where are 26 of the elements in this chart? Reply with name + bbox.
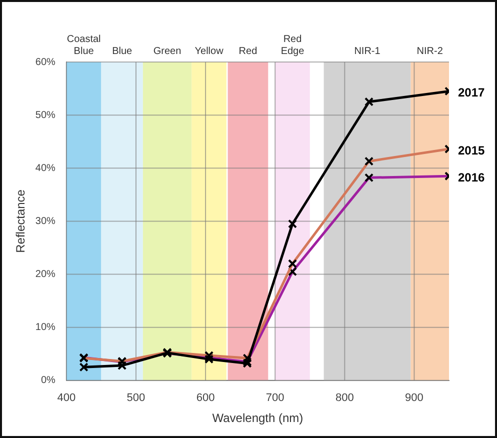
series-label: 2015	[458, 143, 486, 158]
y-tick-label: 50%	[35, 110, 56, 121]
x-tick-label: 500	[126, 392, 146, 404]
series-label: 2016	[458, 170, 486, 184]
band-label: Yellow	[194, 46, 224, 57]
y-tick-label: 30%	[35, 216, 56, 227]
band-label: Blue	[112, 46, 133, 57]
band-label: NIR-1	[354, 46, 381, 57]
band-label: Red	[238, 46, 258, 57]
band-label: Green	[153, 46, 182, 57]
band-label: Coastal Blue	[66, 34, 101, 57]
x-tick-label: 400	[57, 392, 76, 404]
x-tick-label: 800	[335, 392, 354, 404]
y-tick-label: 60%	[35, 56, 56, 68]
x-tick-label: 900	[405, 392, 424, 404]
band-label: NIR-2	[416, 46, 444, 57]
y-tick-label: 0%	[40, 375, 56, 386]
x-tick-label: 600	[196, 392, 215, 404]
x-tick-label: 700	[266, 392, 284, 404]
series-label: 2017	[458, 86, 486, 100]
y-tick-label: 40%	[35, 162, 56, 174]
y-axis-title: Reflectance	[14, 189, 28, 253]
y-tick-label: 10%	[35, 322, 56, 334]
y-tick-label: 20%	[35, 269, 56, 280]
band-label: Red Edge	[280, 34, 305, 57]
x-axis-title: Wavelength (nm)	[212, 411, 304, 426]
